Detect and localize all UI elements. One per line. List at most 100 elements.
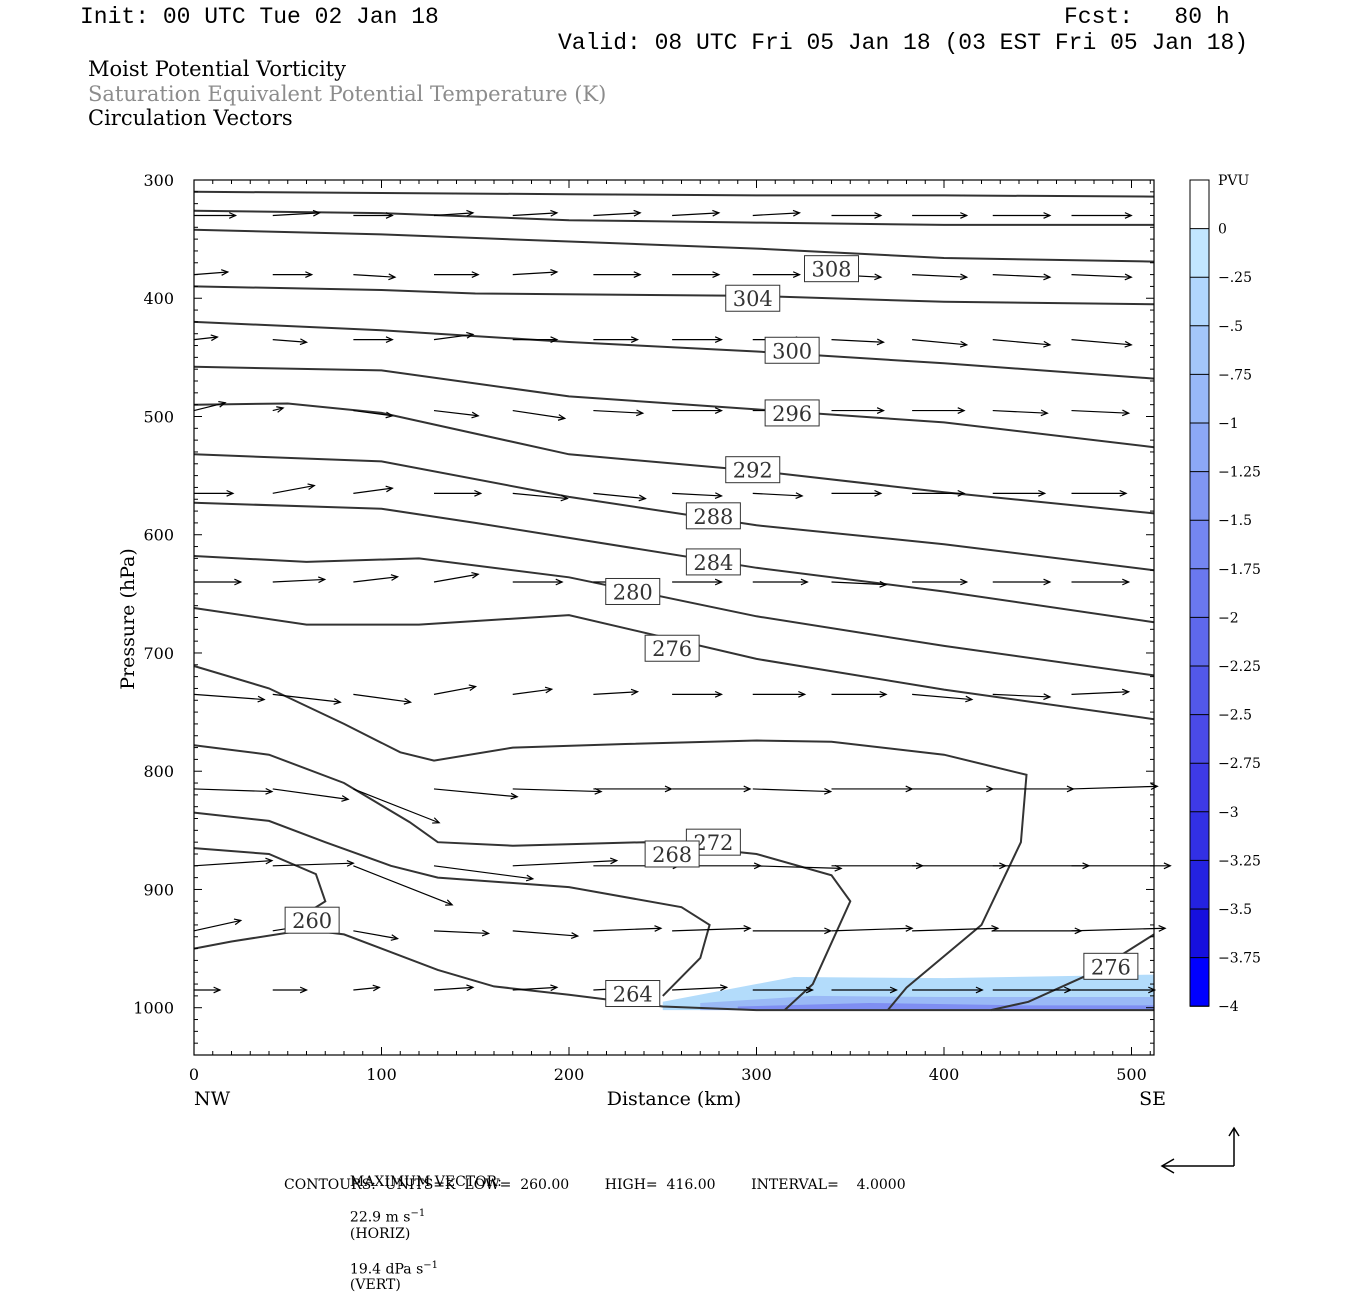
contour-308 [193,228,1155,263]
contour-label-box [605,577,661,605]
y-axis-label: Pressure (hPa) [117,548,139,690]
max-vector-horiz: 22.9 m s [349,1209,411,1226]
colorbar-label: −3 [1218,805,1239,821]
circulation-vector [1071,578,1131,586]
colorbar-segment [1190,520,1209,569]
vector-head [876,338,885,346]
vector-head [560,494,569,502]
vector-shaft [512,409,565,419]
circulation-vector [512,409,567,421]
circulation-vector [1071,489,1128,497]
contour-label-box [284,906,340,934]
contour-label-text: 296 [772,402,812,426]
contour-label-text: 288 [693,505,733,529]
vector-head [1121,688,1131,696]
vector-head [975,986,984,994]
vector-head [471,271,480,278]
vector-shaft [831,927,913,932]
circulation-vector [272,576,327,584]
vector-head [889,986,898,994]
vector-shaft [272,339,307,343]
y-tick-label: 500 [143,407,174,426]
x-tick-label: 200 [554,1065,585,1084]
vector-head [1150,783,1159,790]
vector-head [633,209,642,217]
vector-head [959,340,969,348]
vector-head [474,489,483,497]
contour-label-300: 300 [764,336,820,364]
contour-296 [193,365,1155,449]
vector-head [557,414,567,421]
colorbar-segment [1190,471,1209,521]
vector-head [805,986,815,994]
circulation-vector [672,785,752,793]
contour-288 [193,453,1155,572]
contour-280 [193,555,1155,677]
contour-label-box [804,255,859,283]
y-tick-label: 700 [143,644,174,663]
circulation-vector [433,865,535,882]
circulation-vector [272,986,309,994]
contour-label-box [1083,952,1139,980]
circulation-vector [752,271,802,278]
max-vector-vert: 19.4 dPa s [349,1261,424,1278]
vector-head [221,269,230,276]
circulation-vector [593,688,640,696]
vector-shaft [193,860,273,867]
contour-label-308: 308 [804,255,859,283]
circulation-vector [593,209,642,217]
contour-312 [193,209,1154,226]
vector-head [824,927,833,935]
vector-shaft [912,273,967,278]
vector-head [385,411,394,419]
circulation-vector [1071,339,1133,348]
vector-head [743,925,752,932]
vector-head [654,925,663,932]
vector-head [960,212,969,219]
circulation-vector [272,483,316,494]
contour-label-text: 304 [733,287,773,311]
vector-shaft [512,930,578,937]
contour-label-288: 288 [685,502,741,530]
contour-label-text: 308 [811,258,851,282]
contour-info: CONTOURS: UNITS=K LOW= 260.00 HIGH= 416.… [284,1177,906,1193]
contour-label-text: 276 [652,637,692,661]
vector-head [1124,212,1133,219]
circulation-vector [1071,783,1159,790]
vector-shaft [752,865,842,870]
circulation-vector [272,271,314,278]
vector-head [1124,340,1133,348]
vector-shaft [992,693,1050,698]
circulation-vector [1071,862,1172,870]
contour-284 [193,501,1155,624]
colorbar-label: −2.5 [1218,708,1252,724]
colorbar-segment [1190,763,1209,812]
circulation-vector [1071,212,1133,219]
vector-head [630,688,640,696]
vector-shaft [193,693,265,701]
circulation-vector [831,580,888,588]
circulation-vector [512,686,554,695]
circulation-vector [593,925,663,932]
colorbar-label: −3.5 [1218,902,1252,918]
contour-label-text: 260 [292,909,332,933]
colorbar-label: −.25 [1218,270,1252,286]
circulation-vector [831,489,883,497]
y-tick-label: 600 [143,526,174,545]
vector-head [633,271,642,278]
circulation-vector [912,862,1008,870]
circulation-vector [512,268,559,276]
colorbar-label: −3.75 [1218,951,1261,967]
vector-head [874,212,883,219]
vector-shaft [992,409,1048,414]
vector-head [213,986,222,994]
circulation-vector [593,409,645,417]
circulation-vector [194,212,238,219]
contour-label-box [725,456,781,484]
vector-head [218,400,227,408]
circulation-vector [912,273,969,281]
vector-head [874,273,883,281]
vector-head [876,407,885,414]
vector-shaft [353,986,380,991]
vert-exponent: −1 [423,1259,439,1271]
